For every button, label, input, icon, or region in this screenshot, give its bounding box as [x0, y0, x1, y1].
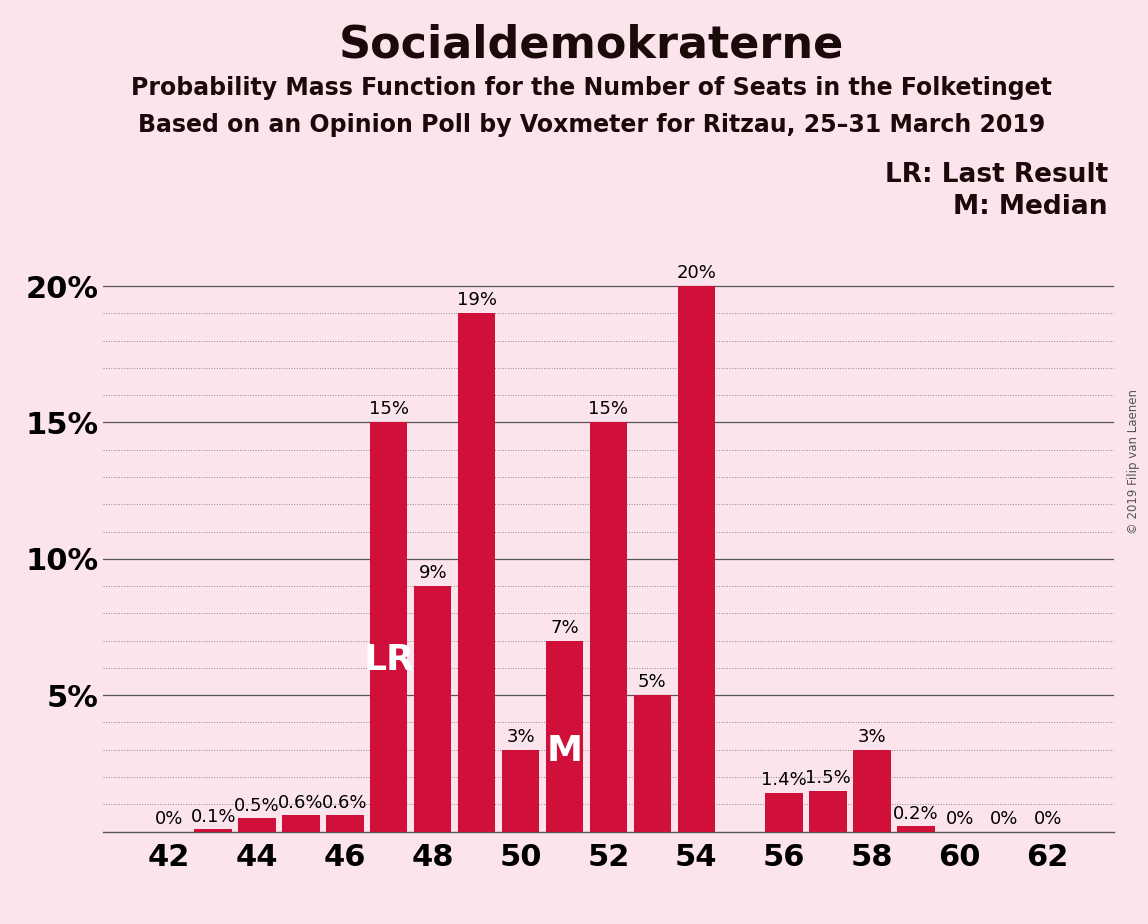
Text: LR: Last Result: LR: Last Result [885, 162, 1108, 188]
Bar [326, 815, 364, 832]
Text: 3%: 3% [506, 728, 535, 746]
Bar [502, 749, 540, 832]
Text: 0.2%: 0.2% [893, 805, 939, 823]
Text: Probability Mass Function for the Number of Seats in the Folketinget: Probability Mass Function for the Number… [131, 76, 1052, 100]
Text: 20%: 20% [676, 264, 716, 282]
Bar [853, 749, 891, 832]
Text: 0%: 0% [1033, 810, 1062, 828]
Bar [370, 422, 408, 832]
Text: 9%: 9% [418, 564, 447, 582]
Text: M: M [546, 735, 582, 769]
Text: 1.4%: 1.4% [761, 772, 807, 789]
Text: © 2019 Filip van Laenen: © 2019 Filip van Laenen [1127, 390, 1140, 534]
Text: 0%: 0% [990, 810, 1018, 828]
Bar [194, 829, 232, 832]
Bar [898, 826, 934, 832]
Bar [634, 695, 672, 832]
Bar [809, 791, 847, 832]
Bar [545, 640, 583, 832]
Bar [282, 815, 319, 832]
Text: 1.5%: 1.5% [805, 769, 851, 786]
Text: 0%: 0% [155, 810, 184, 828]
Bar [766, 794, 802, 832]
Text: 0.1%: 0.1% [191, 808, 235, 826]
Bar [677, 286, 715, 832]
Text: 0%: 0% [946, 810, 974, 828]
Text: 7%: 7% [550, 618, 579, 637]
Text: 3%: 3% [858, 728, 886, 746]
Text: 15%: 15% [369, 400, 409, 419]
Text: 0.6%: 0.6% [323, 794, 367, 812]
Bar [458, 313, 495, 832]
Bar [590, 422, 627, 832]
Text: Based on an Opinion Poll by Voxmeter for Ritzau, 25–31 March 2019: Based on an Opinion Poll by Voxmeter for… [138, 113, 1045, 137]
Text: 15%: 15% [589, 400, 628, 419]
Text: 5%: 5% [638, 673, 667, 691]
Bar [239, 818, 276, 832]
Text: 19%: 19% [457, 291, 497, 310]
Text: Socialdemokraterne: Socialdemokraterne [339, 23, 844, 67]
Text: M: Median: M: Median [953, 194, 1108, 220]
Text: 0.6%: 0.6% [278, 794, 324, 812]
Text: 0.5%: 0.5% [234, 796, 280, 815]
Text: LR: LR [364, 643, 414, 676]
Bar [414, 586, 451, 832]
